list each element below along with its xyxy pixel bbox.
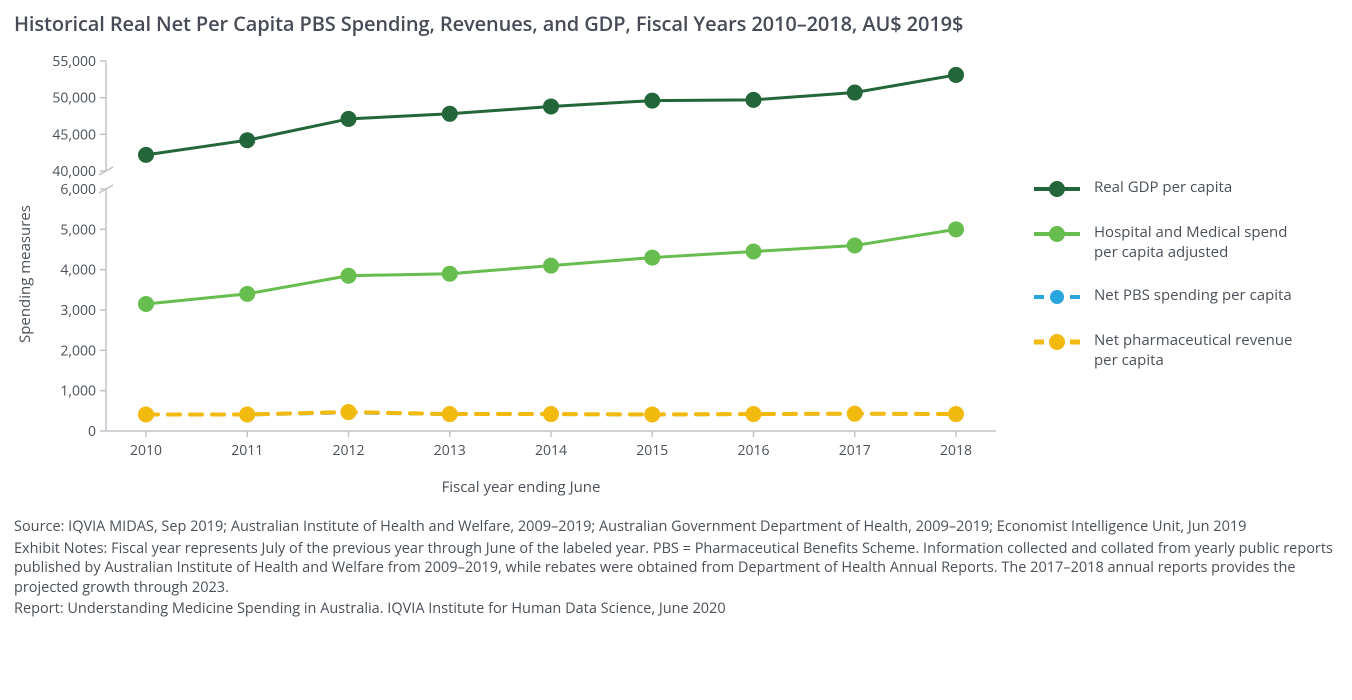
y-axis-title: Spending measures <box>15 205 35 343</box>
y-axis-title-wrap: Spending measures <box>14 51 36 497</box>
legend-item-gdp: Real GDP per capita <box>1034 178 1306 199</box>
svg-text:2013: 2013 <box>434 441 466 460</box>
svg-text:45,000: 45,000 <box>52 125 96 144</box>
chart-svg: 0 1,000 2,000 3,000 4,000 5,000 6,00040,000 45,… <box>36 51 1006 471</box>
svg-text:6,000: 6,000 <box>60 180 96 199</box>
series-marker-pharma <box>543 406 559 422</box>
legend: Real GDP per capita Hospital and Medical … <box>1006 178 1306 370</box>
legend-label-hospital: Hospital and Medical spend per capita ad… <box>1094 223 1306 262</box>
legend-swatch-pbs <box>1034 287 1080 307</box>
svg-text:55,000: 55,000 <box>52 52 96 71</box>
series-marker-hospital <box>543 258 559 274</box>
series-marker-pharma <box>948 406 964 422</box>
series-marker-gdp <box>847 85 863 101</box>
series-marker-gdp <box>644 93 660 109</box>
series-marker-hospital <box>847 237 863 253</box>
footer-notes: Exhibit Notes: Fiscal year represents Ju… <box>14 539 1338 598</box>
x-axis-title: Fiscal year ending June <box>36 477 1006 497</box>
svg-text:2012: 2012 <box>332 441 364 460</box>
svg-text:2015: 2015 <box>636 441 668 460</box>
series-marker-gdp <box>442 106 458 122</box>
series-marker-gdp <box>239 132 255 148</box>
series-marker-hospital <box>442 266 458 282</box>
series-marker-pharma <box>746 406 762 422</box>
series-marker-hospital <box>948 221 964 237</box>
legend-label-pharma: Net pharmaceutical revenue per capita <box>1094 331 1306 370</box>
footer-report: Report: Understanding Medicine Spending … <box>14 599 1338 619</box>
series-marker-gdp <box>341 111 357 127</box>
chart-area: Spending measures 0 1,000 2,000 3,000 4,000 5… <box>14 51 1006 497</box>
svg-text:2016: 2016 <box>737 441 769 460</box>
svg-text:0: 0 <box>88 422 96 441</box>
legend-item-pbs: Net PBS spending per capita <box>1034 286 1306 307</box>
legend-swatch-pharma <box>1034 332 1080 352</box>
svg-text:50,000: 50,000 <box>52 89 96 108</box>
footer-source: Source: IQVIA MIDAS, Sep 2019; Australia… <box>14 517 1338 537</box>
svg-text:3,000: 3,000 <box>60 301 96 320</box>
series-marker-pharma <box>644 406 660 422</box>
svg-text:1,000: 1,000 <box>60 382 96 401</box>
series-marker-pharma <box>239 406 255 422</box>
legend-swatch-hospital <box>1034 224 1080 244</box>
series-marker-hospital <box>138 296 154 312</box>
legend-label-pbs: Net PBS spending per capita <box>1094 286 1306 306</box>
series-marker-gdp <box>948 67 964 83</box>
series-marker-pharma <box>442 406 458 422</box>
svg-text:40,000: 40,000 <box>52 162 96 181</box>
legend-label-gdp: Real GDP per capita <box>1094 178 1306 198</box>
chart-row: Spending measures 0 1,000 2,000 3,000 4,000 5… <box>14 51 1338 497</box>
svg-text:4,000: 4,000 <box>60 261 96 280</box>
svg-text:2,000: 2,000 <box>60 341 96 360</box>
svg-text:2017: 2017 <box>839 441 871 460</box>
legend-item-hospital: Hospital and Medical spend per capita ad… <box>1034 223 1306 262</box>
legend-item-pharma: Net pharmaceutical revenue per capita <box>1034 331 1306 370</box>
svg-text:5,000: 5,000 <box>60 220 96 239</box>
series-line-gdp <box>146 75 956 155</box>
series-marker-gdp <box>543 98 559 114</box>
svg-text:2010: 2010 <box>130 441 162 460</box>
series-marker-gdp <box>138 147 154 163</box>
svg-text:2014: 2014 <box>535 441 567 460</box>
footer: Source: IQVIA MIDAS, Sep 2019; Australia… <box>14 517 1338 619</box>
series-marker-gdp <box>746 92 762 108</box>
svg-text:2018: 2018 <box>940 441 972 460</box>
legend-swatch-gdp <box>1034 179 1080 199</box>
series-marker-pharma <box>341 404 357 420</box>
series-marker-pharma <box>847 406 863 422</box>
chart-title: Historical Real Net Per Capita PBS Spend… <box>14 10 1338 37</box>
svg-text:2011: 2011 <box>231 441 263 460</box>
series-marker-hospital <box>239 286 255 302</box>
series-marker-pharma <box>138 406 154 422</box>
series-marker-hospital <box>644 250 660 266</box>
series-marker-hospital <box>341 268 357 284</box>
series-marker-hospital <box>746 244 762 260</box>
